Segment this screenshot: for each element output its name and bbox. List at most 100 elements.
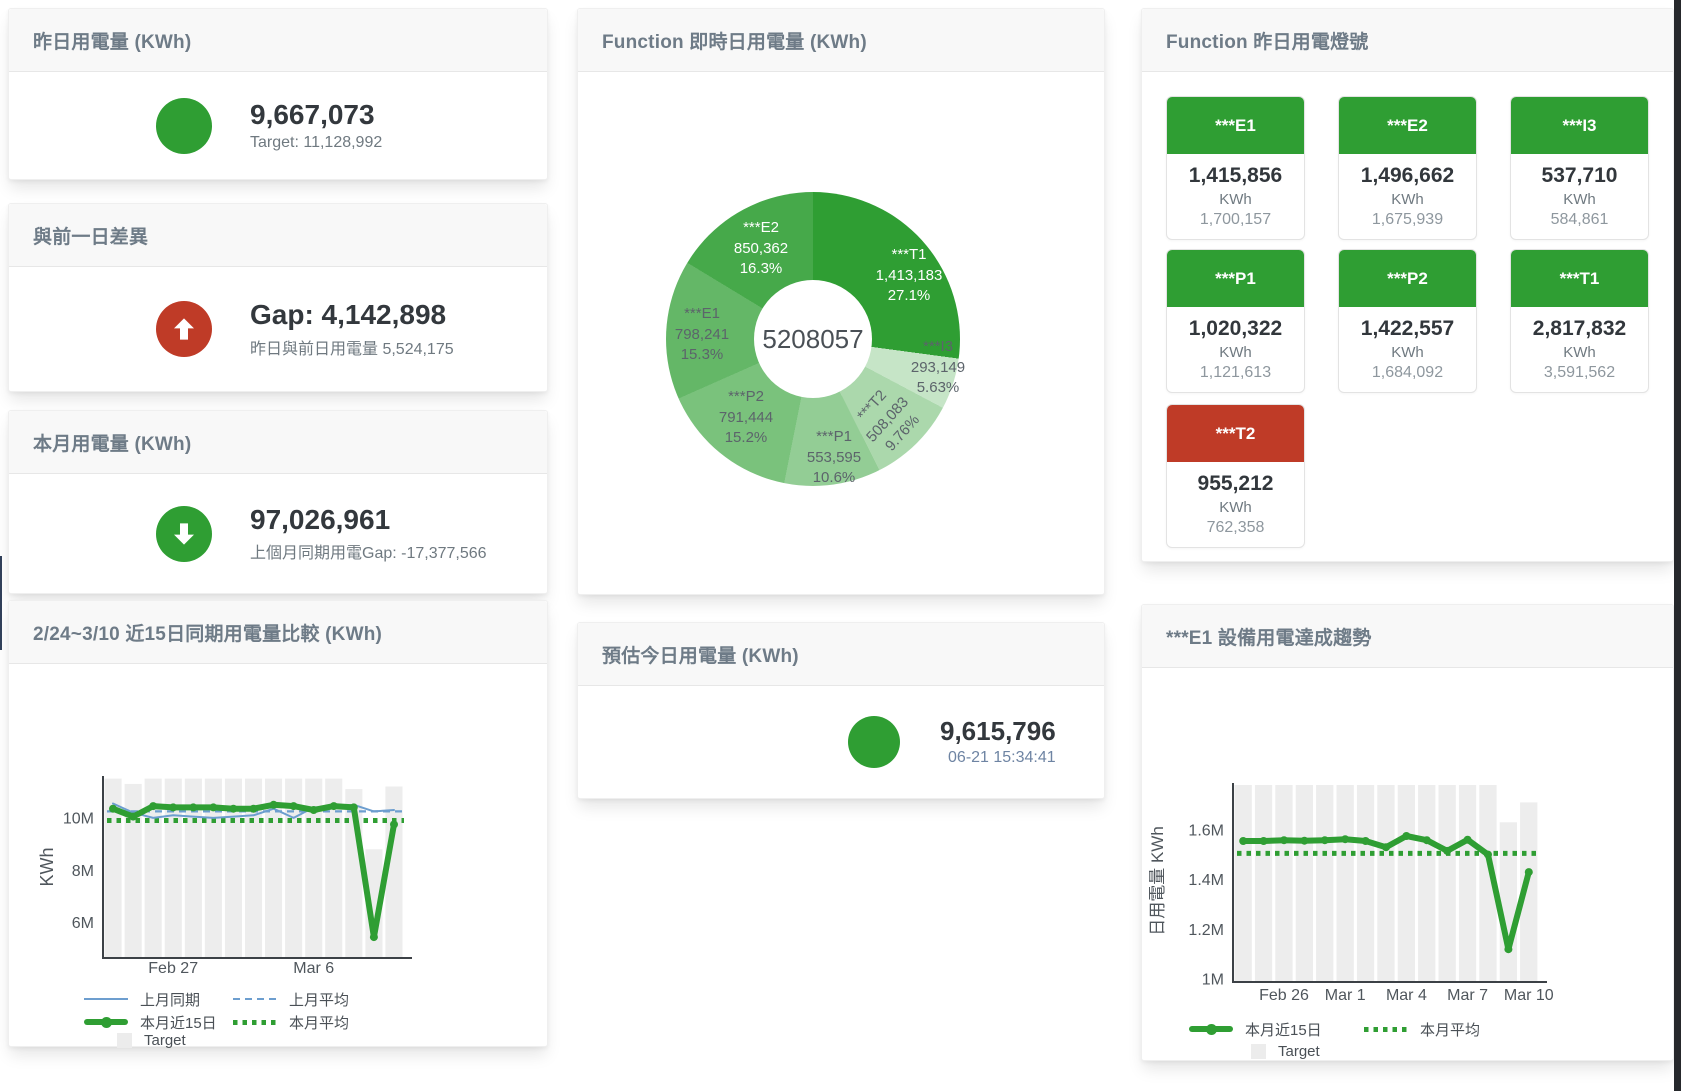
legend-item[interactable]: 本月近15日: [1189, 1019, 1364, 1040]
donut-chart[interactable]: 5208057 ***T1 1,413,183 27.1% ***I3 293,149 5…: [666, 192, 965, 487]
legend-item[interactable]: 上月同期: [84, 989, 233, 1010]
light-card-header: ***E1: [1167, 97, 1304, 154]
panel-header: 昨日用電量 (KWh): [9, 9, 547, 72]
panel-header: 本月用電量 (KWh): [9, 411, 547, 474]
light-card-prev: 584,861: [1550, 211, 1609, 228]
stat-value: Gap: 4,142,898: [250, 299, 447, 331]
svg-text:10M: 10M: [63, 810, 94, 827]
light-card-header: ***E2: [1339, 97, 1476, 154]
light-card-prev: 1,121,613: [1199, 364, 1272, 381]
panel-realtime-donut: Function 即時日用電量 (KWh) 5208057 ***T1 1,413…: [577, 8, 1105, 595]
legend-label: 本月平均: [1420, 1021, 1481, 1039]
legend-swatch-thick: [84, 1016, 128, 1028]
svg-text:KWh: KWh: [37, 847, 57, 886]
svg-text:Mar 4: Mar 4: [1386, 987, 1427, 1004]
light-card-header: ***I3: [1511, 97, 1648, 154]
stat-value: 9,615,796: [940, 715, 1056, 746]
svg-text:6M: 6M: [72, 915, 94, 932]
legend-label: Target: [144, 1031, 186, 1049]
donut-slice-label: ***E1 798,241 15.3%: [674, 304, 730, 364]
svg-text:Mar 7: Mar 7: [1447, 987, 1488, 1004]
svg-text:日用電量 KWh: 日用電量 KWh: [1148, 826, 1167, 936]
legend-swatch-dashed: [233, 998, 277, 1000]
stat-text: 97,026,961 上個月同期用電Gap: -17,377,566: [250, 504, 487, 563]
light-card-value: 1,422,557: [1360, 317, 1455, 340]
panel-title: 昨日用電量 (KWh): [33, 31, 192, 53]
panel-header: ***E1 設備用電達成趨勢: [1142, 605, 1673, 668]
stat-body: 9,615,796 06-21 15:34:41: [578, 686, 1104, 798]
stat-body: 97,026,961 上個月同期用電Gap: -17,377,566: [9, 474, 547, 593]
donut-slice-label: ***I3 293,149 5.63%: [910, 337, 966, 397]
legend-label: Target: [1278, 1042, 1320, 1060]
light-card: ***E1 1,415,856 KWh 1,700,157: [1166, 96, 1305, 240]
legend-item[interactable]: 本月近15日: [84, 1012, 233, 1033]
legend-item[interactable]: 本月平均: [1364, 1019, 1480, 1040]
legend-row: Target: [1251, 1041, 1320, 1061]
stat-value: 9,667,073: [250, 98, 375, 130]
panel-title: Function 昨日用電燈號: [1166, 31, 1369, 53]
panel-title: Function 即時日用電量 (KWh): [602, 31, 867, 53]
arrow-up-circle-icon: [156, 301, 212, 357]
legend-swatch-thick: [1189, 1023, 1233, 1035]
panel-title: 本月用電量 (KWh): [33, 433, 192, 455]
svg-text:8M: 8M: [72, 863, 94, 880]
light-card-value: 1,496,662: [1360, 164, 1455, 187]
panel-yesterday-usage: 昨日用電量 (KWh) 9,667,073 Target: 11,128,992: [8, 8, 548, 180]
legend-swatch-square: [117, 1032, 132, 1048]
stat-text: 9,667,073 Target: 11,128,992: [250, 99, 382, 152]
stat-subtitle: Target: 11,128,992: [250, 134, 383, 152]
panel-header: 2/24~3/10 近15日同期用電量比較 (KWh): [9, 601, 547, 664]
panel-estimate-today: 預估今日用電量 (KWh) 9,615,796 06-21 15:34:41: [577, 622, 1105, 799]
stat-text: 9,615,796 06-21 15:34:41: [940, 715, 1056, 768]
legend-row: 本月近15日 本月平均: [84, 1012, 349, 1032]
legend-swatch-dotted: [1364, 1026, 1408, 1032]
panel-header: Function 昨日用電燈號: [1142, 9, 1673, 72]
light-card-header: ***T2: [1167, 405, 1304, 462]
light-card-unit: KWh: [1219, 191, 1252, 208]
panel-title: 與前一日差異: [33, 226, 149, 248]
panel-header: 與前一日差異: [9, 204, 547, 267]
light-card-header: ***P1: [1167, 250, 1304, 307]
svg-text:Feb 27: Feb 27: [148, 960, 198, 977]
svg-text:1M: 1M: [1202, 972, 1224, 989]
stat-timestamp: 06-21 15:34:41: [948, 749, 1056, 767]
legend-label: 上月同期: [140, 991, 201, 1009]
svg-text:Mar 10: Mar 10: [1504, 987, 1554, 1004]
legend-item[interactable]: 本月平均: [233, 1012, 349, 1033]
legend-row: Target: [117, 1030, 186, 1050]
legend-item[interactable]: Target: [1251, 1043, 1320, 1060]
legend-label: 本月平均: [289, 1014, 350, 1032]
status-circle-green-icon: [848, 716, 900, 768]
stat-value: 97,026,961: [250, 503, 391, 535]
stat-body: Gap: 4,142,898 昨日與前日用電量 5,524,175: [9, 267, 547, 391]
panel-title: ***E1 設備用電達成趨勢: [1166, 627, 1372, 649]
panel-header: 預估今日用電量 (KWh): [578, 623, 1104, 686]
light-card-value: 955,212: [1197, 472, 1274, 495]
window-right-edge: [1674, 0, 1681, 1091]
donut-slice-label: ***P1 553,595 10.6%: [806, 427, 862, 487]
legend-swatch-square: [1251, 1043, 1266, 1059]
light-card-prev: 762,358: [1206, 519, 1265, 536]
svg-text:Feb 26: Feb 26: [1259, 987, 1309, 1004]
light-card: ***P2 1,422,557 KWh 1,684,092: [1338, 249, 1477, 393]
light-card-prev: 1,700,157: [1199, 211, 1272, 228]
panel-title: 預估今日用電量 (KWh): [602, 645, 799, 667]
status-circle-green-icon: [156, 97, 212, 154]
arrow-down-circle-icon: [156, 505, 212, 562]
donut-slice-label: ***P2 791,444 15.2%: [718, 387, 774, 447]
panel-compare-chart: 2/24~3/10 近15日同期用電量比較 (KWh) 6M 8M 10M Feb 2…: [8, 600, 548, 1050]
svg-text:Mar 1: Mar 1: [1325, 987, 1366, 1004]
legend-label: 本月近15日: [1245, 1021, 1322, 1039]
panel-yesterday-lights: Function 昨日用電燈號 ***E1 1,415,856 KWh 1,700,1…: [1141, 8, 1674, 562]
light-card-unit: KWh: [1219, 344, 1252, 361]
light-card-header: ***T1: [1511, 250, 1648, 307]
light-card-value: 1,415,856: [1188, 164, 1283, 187]
stat-subtitle: 上個月同期用電Gap: -17,377,566: [250, 545, 487, 563]
panel-day-gap: 與前一日差異 Gap: 4,142,898 昨日與前日用電量 5,524,175: [8, 203, 548, 392]
legend-item[interactable]: 上月平均: [233, 989, 349, 1010]
svg-text:1.2M: 1.2M: [1188, 922, 1224, 939]
light-card-unit: KWh: [1219, 499, 1252, 516]
light-card-header: ***P2: [1339, 250, 1476, 307]
legend-item[interactable]: Target: [117, 1032, 186, 1049]
